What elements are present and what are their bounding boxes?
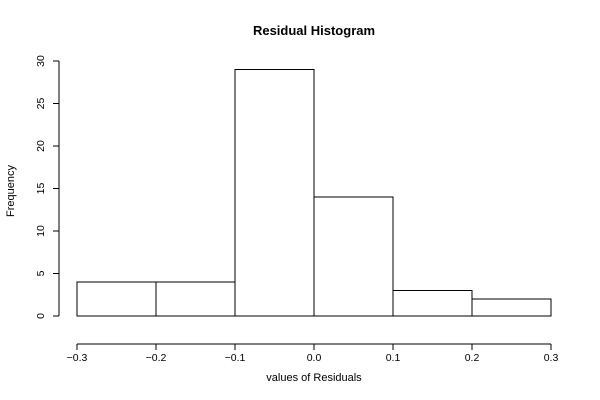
y-tick-label: 25: [35, 98, 47, 110]
chart-title: Residual Histogram: [253, 23, 375, 38]
y-tick-label: 5: [35, 270, 47, 276]
y-tick-label: 0: [35, 313, 47, 319]
y-axis: 0 5 10 15 20 25 30: [35, 55, 60, 319]
x-tick-label: 0.2: [465, 352, 480, 364]
x-tick-label: −0.2: [146, 352, 167, 364]
histogram-bar: [313, 196, 394, 317]
histogram-bar: [234, 69, 315, 317]
y-tick-label: 20: [35, 140, 47, 152]
y-tick-label: 15: [35, 183, 47, 195]
y-tick-label: 30: [35, 55, 47, 67]
histogram-bar: [471, 298, 552, 317]
x-tick-label: 0.1: [386, 352, 401, 364]
x-axis-label: values of Residuals: [266, 372, 362, 384]
x-tick-label: −0.3: [67, 352, 88, 364]
x-axis: −0.3 −0.2 −0.1 0.0 0.1 0.2 0.3: [67, 343, 559, 364]
y-axis-label: Frequency: [5, 165, 17, 217]
x-tick-label: −0.1: [225, 352, 246, 364]
histogram-bars: [76, 69, 552, 317]
histogram-bar: [76, 281, 157, 317]
y-tick-label: 10: [35, 225, 47, 237]
histogram-bar: [392, 290, 473, 317]
x-tick-label: 0.3: [544, 352, 559, 364]
x-tick-label: 0.0: [307, 352, 322, 364]
histogram-bar: [155, 281, 236, 317]
